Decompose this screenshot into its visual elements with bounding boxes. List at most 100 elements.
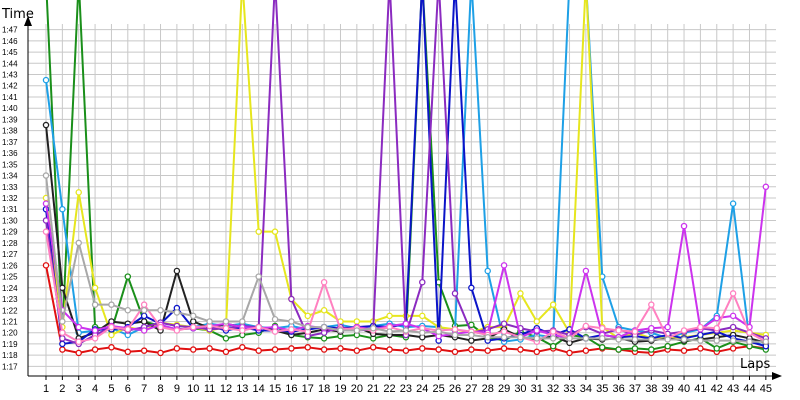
data-point bbox=[173, 267, 181, 275]
data-point bbox=[680, 347, 688, 354]
data-point bbox=[304, 344, 312, 351]
data-point bbox=[206, 318, 213, 325]
x-tick-label: 30 bbox=[514, 383, 526, 395]
data-point bbox=[206, 345, 213, 352]
series-group bbox=[42, 0, 770, 357]
y-tick-label: 1:22 bbox=[2, 306, 18, 315]
data-point bbox=[75, 338, 82, 345]
x-tick-label: 18 bbox=[318, 383, 330, 395]
data-point bbox=[533, 335, 541, 342]
data-point bbox=[451, 331, 459, 339]
data-point bbox=[402, 327, 410, 334]
y-tick-label: 1:29 bbox=[2, 228, 18, 237]
data-point bbox=[598, 344, 606, 351]
x-tick-label: 36 bbox=[612, 383, 624, 395]
data-point bbox=[582, 335, 590, 342]
data-point bbox=[631, 336, 639, 343]
data-point bbox=[517, 290, 524, 297]
x-tick-label: 9 bbox=[174, 383, 180, 395]
data-point bbox=[500, 345, 508, 352]
data-point bbox=[631, 345, 639, 352]
y-tick-label: 1:27 bbox=[2, 250, 18, 259]
data-point bbox=[140, 318, 148, 325]
x-tick-label: 43 bbox=[727, 383, 739, 395]
data-point bbox=[42, 172, 50, 179]
data-point bbox=[75, 323, 82, 331]
data-point bbox=[468, 284, 475, 292]
data-point bbox=[402, 320, 410, 327]
data-point bbox=[631, 328, 639, 335]
y-tick-label: 1:20 bbox=[2, 329, 18, 338]
data-point bbox=[75, 349, 82, 357]
data-point bbox=[59, 284, 66, 292]
y-tick-label: 1:19 bbox=[2, 340, 18, 349]
y-tick-label: 1:28 bbox=[2, 239, 18, 248]
data-point bbox=[435, 346, 442, 353]
data-point bbox=[729, 290, 737, 297]
data-point bbox=[729, 200, 737, 207]
x-tick-label: 37 bbox=[629, 383, 641, 395]
data-point bbox=[271, 228, 279, 235]
data-point bbox=[419, 312, 426, 320]
data-point bbox=[320, 346, 328, 353]
data-point bbox=[680, 222, 688, 230]
data-point bbox=[697, 331, 704, 339]
y-tick-label: 1:21 bbox=[2, 317, 18, 326]
data-point bbox=[533, 348, 541, 356]
data-point bbox=[484, 267, 491, 275]
data-point bbox=[353, 318, 361, 325]
data-point bbox=[173, 327, 181, 334]
data-point bbox=[173, 309, 181, 316]
data-point bbox=[75, 239, 82, 247]
y-tick-label: 1:44 bbox=[2, 59, 18, 68]
data-point bbox=[75, 189, 82, 196]
data-point bbox=[59, 340, 66, 348]
x-tick-label: 38 bbox=[645, 383, 657, 395]
x-tick-label: 4 bbox=[92, 383, 98, 395]
data-point bbox=[304, 312, 312, 320]
y-axis-arrow-icon bbox=[24, 16, 32, 26]
x-tick-label: 25 bbox=[433, 383, 445, 395]
x-tick-label: 31 bbox=[531, 383, 543, 395]
data-point bbox=[91, 346, 99, 353]
x-tick-label: 5 bbox=[108, 383, 114, 395]
y-tick-label: 1:31 bbox=[2, 205, 18, 214]
data-point bbox=[91, 327, 99, 334]
data-point bbox=[337, 327, 344, 334]
y-tick-label: 1:46 bbox=[2, 37, 18, 46]
data-point bbox=[189, 312, 197, 320]
data-point bbox=[157, 307, 164, 314]
data-point bbox=[108, 323, 115, 331]
data-point bbox=[549, 342, 557, 350]
data-point bbox=[239, 318, 246, 325]
data-point bbox=[189, 346, 197, 353]
data-point bbox=[42, 121, 50, 129]
data-point bbox=[598, 335, 606, 342]
x-tick-label: 3 bbox=[76, 383, 82, 395]
data-point bbox=[59, 205, 66, 213]
data-point bbox=[648, 336, 655, 343]
data-point bbox=[222, 318, 230, 325]
data-point bbox=[484, 333, 491, 341]
x-tick-label: 44 bbox=[743, 383, 755, 395]
data-point bbox=[91, 284, 99, 292]
data-point bbox=[566, 349, 573, 357]
data-point bbox=[582, 347, 590, 354]
x-tick-label: 10 bbox=[187, 383, 199, 395]
data-point bbox=[729, 312, 737, 320]
y-tick-label: 1:35 bbox=[2, 160, 18, 169]
y-tick-label: 1:37 bbox=[2, 138, 18, 147]
data-point bbox=[255, 347, 262, 354]
data-point bbox=[664, 323, 671, 331]
data-point bbox=[419, 345, 426, 352]
data-point bbox=[320, 335, 328, 342]
data-point bbox=[451, 348, 459, 356]
data-point bbox=[468, 337, 475, 344]
data-point bbox=[680, 327, 688, 334]
data-point bbox=[255, 273, 262, 280]
y-tick-label: 1:34 bbox=[2, 172, 18, 181]
data-point bbox=[140, 347, 148, 354]
data-point bbox=[255, 323, 262, 331]
data-point bbox=[533, 318, 541, 325]
data-point bbox=[42, 76, 50, 84]
